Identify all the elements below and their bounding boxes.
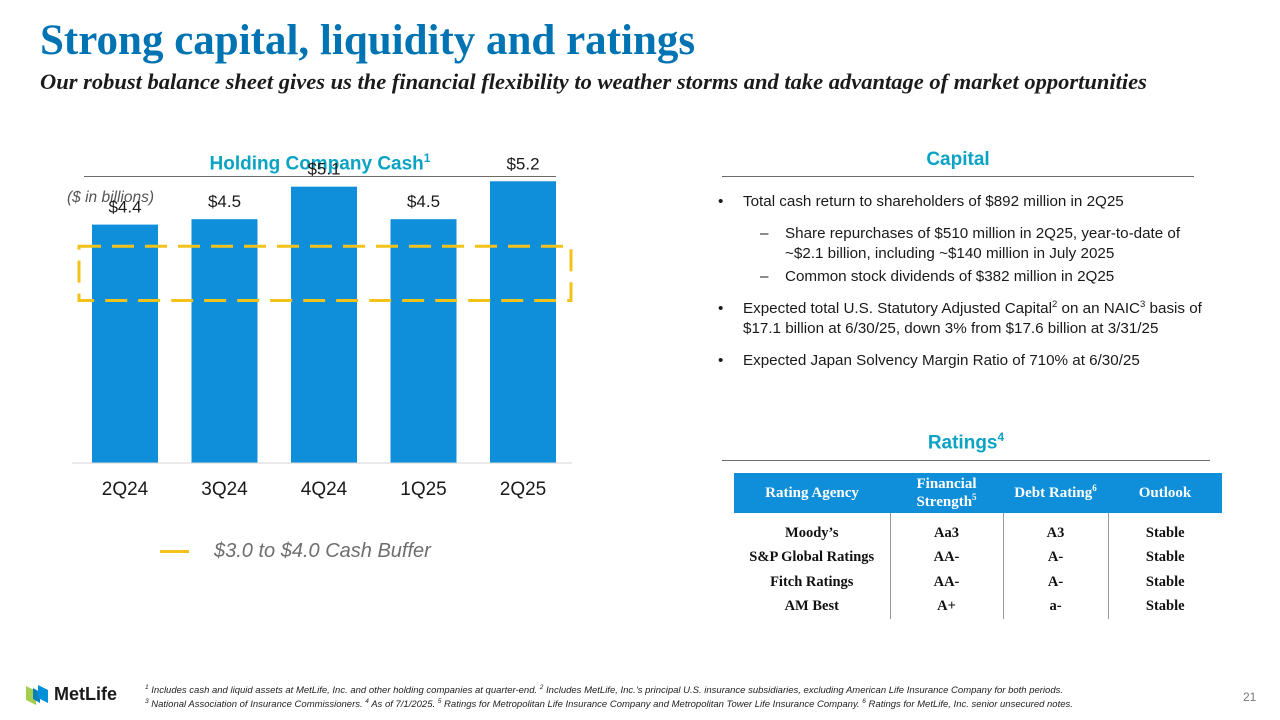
fn1-num: 1 — [145, 684, 149, 691]
page-subtitle: Our robust balance sheet gives us the fi… — [40, 69, 1147, 94]
fn4-num: 4 — [365, 697, 369, 705]
cell-financial: AA- — [889, 545, 1003, 570]
ratings-header-row: Rating Agency Financial Strength5 Debt R… — [734, 473, 1222, 513]
chart-units-label: ($ in billions) — [67, 189, 155, 206]
cell-outlook: Stable — [1107, 545, 1222, 570]
metlife-logo-icon — [26, 685, 48, 705]
bar-2Q25 — [490, 181, 556, 463]
capital-sub-bullet-1: Share repurchases of $510 million in 2Q2… — [718, 224, 1218, 264]
col-header-debt: Debt Rating6 — [1003, 473, 1108, 513]
bar-4Q24 — [291, 186, 357, 463]
capital-title-rule — [722, 176, 1194, 177]
table-row: AM Best A+ a- Stable — [734, 594, 1222, 619]
metlife-logo: MetLife — [26, 683, 117, 705]
footnote-4: As of 7/1/2025. — [371, 699, 436, 711]
x-tick-label-4Q24: 4Q24 — [301, 479, 348, 500]
footnote-6: Ratings for MetLife, Inc. senior unsecur… — [868, 699, 1073, 711]
cell-debt: A- — [1002, 545, 1108, 570]
metlife-logo-text: MetLife — [54, 683, 117, 704]
labels-layer: $4.4 2Q24 $4.5 3Q24 $5.1 4Q24 $4.5 1Q25 $5.2 2Q25 — [102, 154, 546, 500]
col-header-debt-text: Debt Rating — [1014, 485, 1093, 502]
capital-bullets: Total cash return to shareholders of $89… — [718, 192, 1218, 370]
cell-debt: A3 — [1002, 513, 1108, 546]
capital-title: Capital — [926, 149, 990, 170]
legend-label: $3.0 to $4.0 Cash Buffer — [214, 540, 431, 562]
holding-cash-title-rule — [84, 176, 556, 177]
cell-outlook: Stable — [1107, 513, 1222, 546]
bars-layer — [92, 181, 556, 463]
x-tick-label-3Q24: 3Q24 — [201, 479, 248, 500]
footnote-5: Ratings for Metropolitan Life Insurance … — [444, 699, 860, 711]
cell-debt: A- — [1002, 570, 1108, 595]
col-header-financial-sup: 5 — [972, 491, 977, 502]
capital-bullet-2: Expected total U.S. Statutory Adjusted C… — [718, 299, 1218, 339]
cash-buffer-band — [77, 244, 573, 302]
data-label-3Q24: $4.5 — [208, 192, 241, 211]
cell-outlook: Stable — [1107, 594, 1222, 619]
capital-bullet-1: Total cash return to shareholders of $89… — [718, 192, 1218, 212]
bar-2Q24 — [92, 224, 158, 463]
chart-legend: $3.0 to $4.0 Cash Buffer — [160, 540, 431, 563]
cell-financial: A+ — [889, 594, 1003, 619]
col-header-financial-text: Financial Strength — [916, 476, 977, 510]
capital-bullet-2-part1: Expected total U.S. Statutory Adjusted C… — [743, 300, 1052, 318]
capital-bullet-2-part2: on an NAIC — [1057, 300, 1141, 318]
capital-sub-bullet-2: Common stock dividends of $382 million i… — [718, 267, 1218, 287]
col-header-financial: Financial Strength5 — [890, 473, 1003, 513]
cell-agency: S&P Global Ratings — [749, 549, 875, 566]
holding-cash-title: Holding Company Cash1 — [84, 151, 556, 175]
cell-agency: AM Best — [784, 598, 839, 615]
footnote-3: National Association of Insurance Commis… — [151, 699, 363, 711]
fn5-num: 5 — [437, 697, 442, 705]
legend-dash-swatch — [160, 550, 189, 553]
cell-debt: a- — [1002, 594, 1108, 619]
capital-bullet-3: Expected Japan Solvency Margin Ratio of … — [718, 351, 1218, 371]
ratings-title: Ratings4 — [722, 430, 1210, 454]
cell-financial: Aa3 — [889, 513, 1003, 546]
table-row: Moody’s Aa3 A3 Stable — [734, 513, 1222, 546]
ratings-table: Rating Agency Financial Strength5 Debt R… — [734, 473, 1222, 619]
cell-outlook: Stable — [1107, 570, 1222, 595]
ratings-title-sup: 4 — [997, 430, 1005, 444]
page-title: Strong capital, liquidity and ratings — [40, 17, 696, 64]
capital-bullet-2-sup1: 2 — [1052, 299, 1058, 310]
bar-1Q25 — [390, 219, 457, 463]
fn6-num: 6 — [862, 697, 866, 705]
footnotes: 1 Includes cash and liquid assets at Met… — [145, 684, 1205, 712]
ratings-title-text: Ratings — [927, 432, 998, 454]
col-header-debt-sup: 6 — [1092, 483, 1097, 494]
fn2-num: 2 — [539, 684, 544, 691]
x-tick-label-2Q24: 2Q24 — [102, 479, 149, 500]
capital-bullet-2-sup2: 3 — [1140, 299, 1146, 310]
table-row: Fitch Ratings AA- A- Stable — [734, 570, 1222, 595]
bar-3Q24 — [191, 219, 258, 463]
ratings-title-rule — [722, 460, 1210, 461]
holding-cash-title-text: Holding Company Cash — [209, 153, 424, 175]
cell-financial: AA- — [889, 570, 1003, 595]
page-number: 21 — [1243, 690, 1257, 704]
footnote-1: Includes cash and liquid assets at MetLi… — [151, 685, 538, 697]
x-tick-label-2Q25: 2Q25 — [500, 479, 546, 500]
x-tick-label-1Q25: 1Q25 — [400, 479, 446, 500]
data-label-2Q24: $4.4 — [108, 198, 141, 217]
cell-agency: Fitch Ratings — [770, 573, 854, 590]
col-header-agency: Rating Agency — [734, 473, 890, 513]
footnote-2: Includes MetLife, Inc.’s principal U.S. … — [546, 685, 1064, 697]
fn3-num: 3 — [145, 697, 149, 705]
col-header-outlook: Outlook — [1108, 473, 1222, 513]
data-label-4Q24: $5.1 — [307, 160, 340, 179]
holding-cash-title-sup: 1 — [423, 151, 431, 165]
cell-agency: Moody’s — [785, 524, 839, 541]
data-label-2Q25: $5.2 — [506, 154, 539, 173]
table-row: S&P Global Ratings AA- A- Stable — [734, 545, 1222, 570]
capital-bullet-2-part3: basis of $17.1 billion at 6/30/25, down … — [743, 300, 1202, 337]
data-label-1Q25: $4.5 — [407, 192, 440, 211]
